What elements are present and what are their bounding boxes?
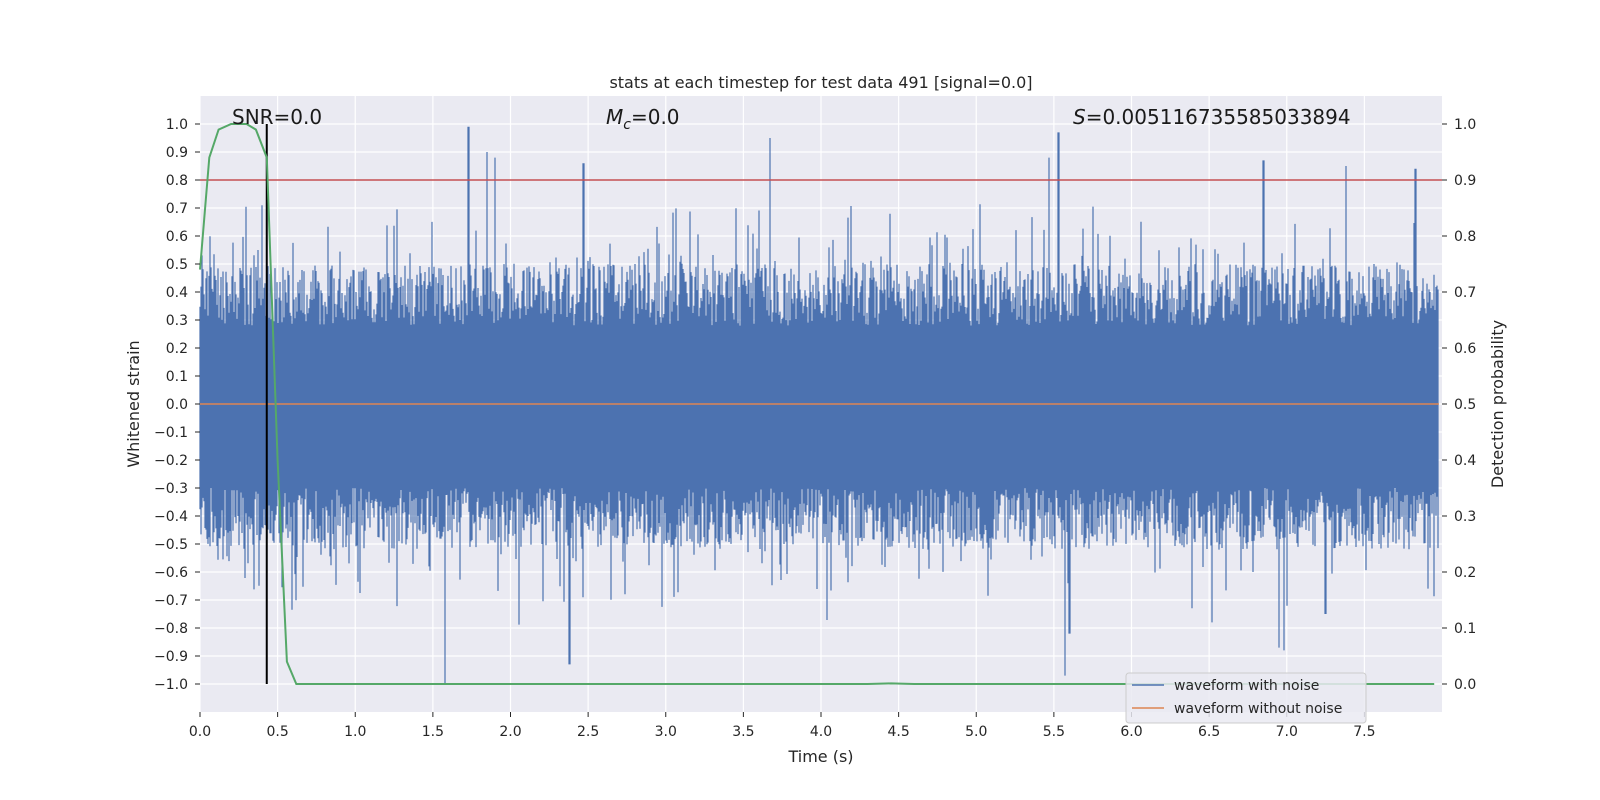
y-axis-right: 1.0 0.9 0.8 0.7 0.6 0.5 0.4 0.3 0.2 0.1 0.0	[1442, 117, 1476, 693]
mc-symbol: M	[606, 105, 623, 129]
legend-label-noise: waveform with noise	[1174, 678, 1319, 694]
y-right-tick-label: 0.3	[1454, 509, 1476, 525]
mc-value: =0.0	[631, 105, 680, 129]
x-tick-label: 2.5	[577, 724, 599, 740]
y-left-tick-label: 0.5	[166, 257, 188, 273]
y-left-tick-label: 0.7	[166, 201, 188, 217]
y-right-tick-label: 0.4	[1454, 453, 1476, 469]
y-right-tick-label: 0.7	[1454, 285, 1476, 301]
y-left-tick-label: −0.3	[154, 481, 188, 497]
y-left-tick-label: 0.3	[166, 313, 188, 329]
noise-waveform-path	[199, 126, 1439, 684]
x-tick-label: 4.0	[810, 724, 832, 740]
s-symbol: S	[1073, 105, 1086, 129]
y-left-tick-label: −0.6	[154, 565, 188, 581]
y-left-tick-label: −0.8	[154, 621, 188, 637]
y-left-tick-label: −0.2	[154, 453, 188, 469]
y-left-tick-label: 0.6	[166, 229, 188, 245]
y-axis-left-label: Whitened strain	[124, 340, 143, 467]
x-axis-label: Time (s)	[787, 747, 853, 766]
y-left-tick-label: 0.9	[166, 145, 188, 161]
y-left-tick-label: −0.9	[154, 649, 188, 665]
x-tick-label: 1.0	[344, 724, 366, 740]
legend-box	[1125, 672, 1367, 724]
y-left-tick-label: 0.1	[166, 369, 188, 385]
y-left-tick-label: 0.2	[166, 341, 188, 357]
x-tick-label: 3.0	[655, 724, 677, 740]
y-axis-right-label: Detection probability	[1488, 320, 1507, 488]
y-axis-left: 1.0 0.9 0.8 0.7 0.6 0.5 0.4 0.3 0.2 0.1 0.0 −0.1 −0.…	[154, 117, 200, 693]
chart-title: stats at each timestep for test data 491…	[609, 73, 1032, 92]
series-detection-probability	[199, 123, 1435, 685]
x-tick-label: 0.0	[189, 724, 211, 740]
mc-subscript: c	[623, 117, 631, 133]
x-tick-label: 7.0	[1276, 724, 1298, 740]
x-tick-label: 1.5	[422, 724, 444, 740]
snr-annotation: SNR=0.0	[232, 105, 322, 129]
reference-lines	[200, 124, 1442, 684]
y-left-tick-label: 0.8	[166, 173, 188, 189]
y-right-tick-label: 0.5	[1454, 397, 1476, 413]
y-right-tick-label: 0.1	[1454, 621, 1476, 637]
x-tick-label: 0.5	[266, 724, 288, 740]
y-right-tick-label: 0.0	[1454, 677, 1476, 693]
mc-annotation: Mc=0.0	[606, 105, 680, 133]
x-tick-label: 5.0	[965, 724, 987, 740]
legend-label-clean: waveform without noise	[1174, 701, 1342, 717]
y-left-tick-label: 0.0	[166, 397, 188, 413]
y-left-tick-label: −0.1	[154, 425, 188, 441]
x-tick-label: 6.5	[1198, 724, 1220, 740]
x-tick-label: 3.5	[732, 724, 754, 740]
y-left-tick-label: 1.0	[166, 117, 188, 133]
y-left-tick-label: 0.4	[166, 285, 188, 301]
detection-probability-line	[199, 123, 1435, 685]
x-tick-label: 5.5	[1043, 724, 1065, 740]
series-waveform-with-noise	[199, 126, 1439, 684]
y-left-tick-label: −0.7	[154, 593, 188, 609]
y-right-tick-label: 0.6	[1454, 341, 1476, 357]
x-tick-label: 2.0	[499, 724, 521, 740]
x-tick-label: 4.5	[887, 724, 909, 740]
y-right-tick-label: 0.2	[1454, 565, 1476, 581]
y-left-tick-label: −0.4	[154, 509, 188, 525]
x-tick-label: 7.5	[1353, 724, 1375, 740]
y-right-tick-label: 0.8	[1454, 229, 1476, 245]
y-left-tick-label: −1.0	[154, 677, 188, 693]
y-right-tick-label: 1.0	[1454, 117, 1476, 133]
x-axis: 0.0 0.5 1.0 1.5 2.0 2.5 3.0 3.5 4.0 4.5 5.0 5.5 6.0 6…	[189, 712, 1376, 740]
y-left-tick-label: −0.5	[154, 537, 188, 553]
y-right-tick-label: 0.9	[1454, 173, 1476, 189]
s-value: =0.005116735585033894	[1086, 105, 1351, 129]
x-tick-label: 6.0	[1120, 724, 1142, 740]
legend: waveform with noise waveform without noi…	[1125, 672, 1367, 724]
s-annotation: S=0.005116735585033894	[1073, 105, 1351, 129]
